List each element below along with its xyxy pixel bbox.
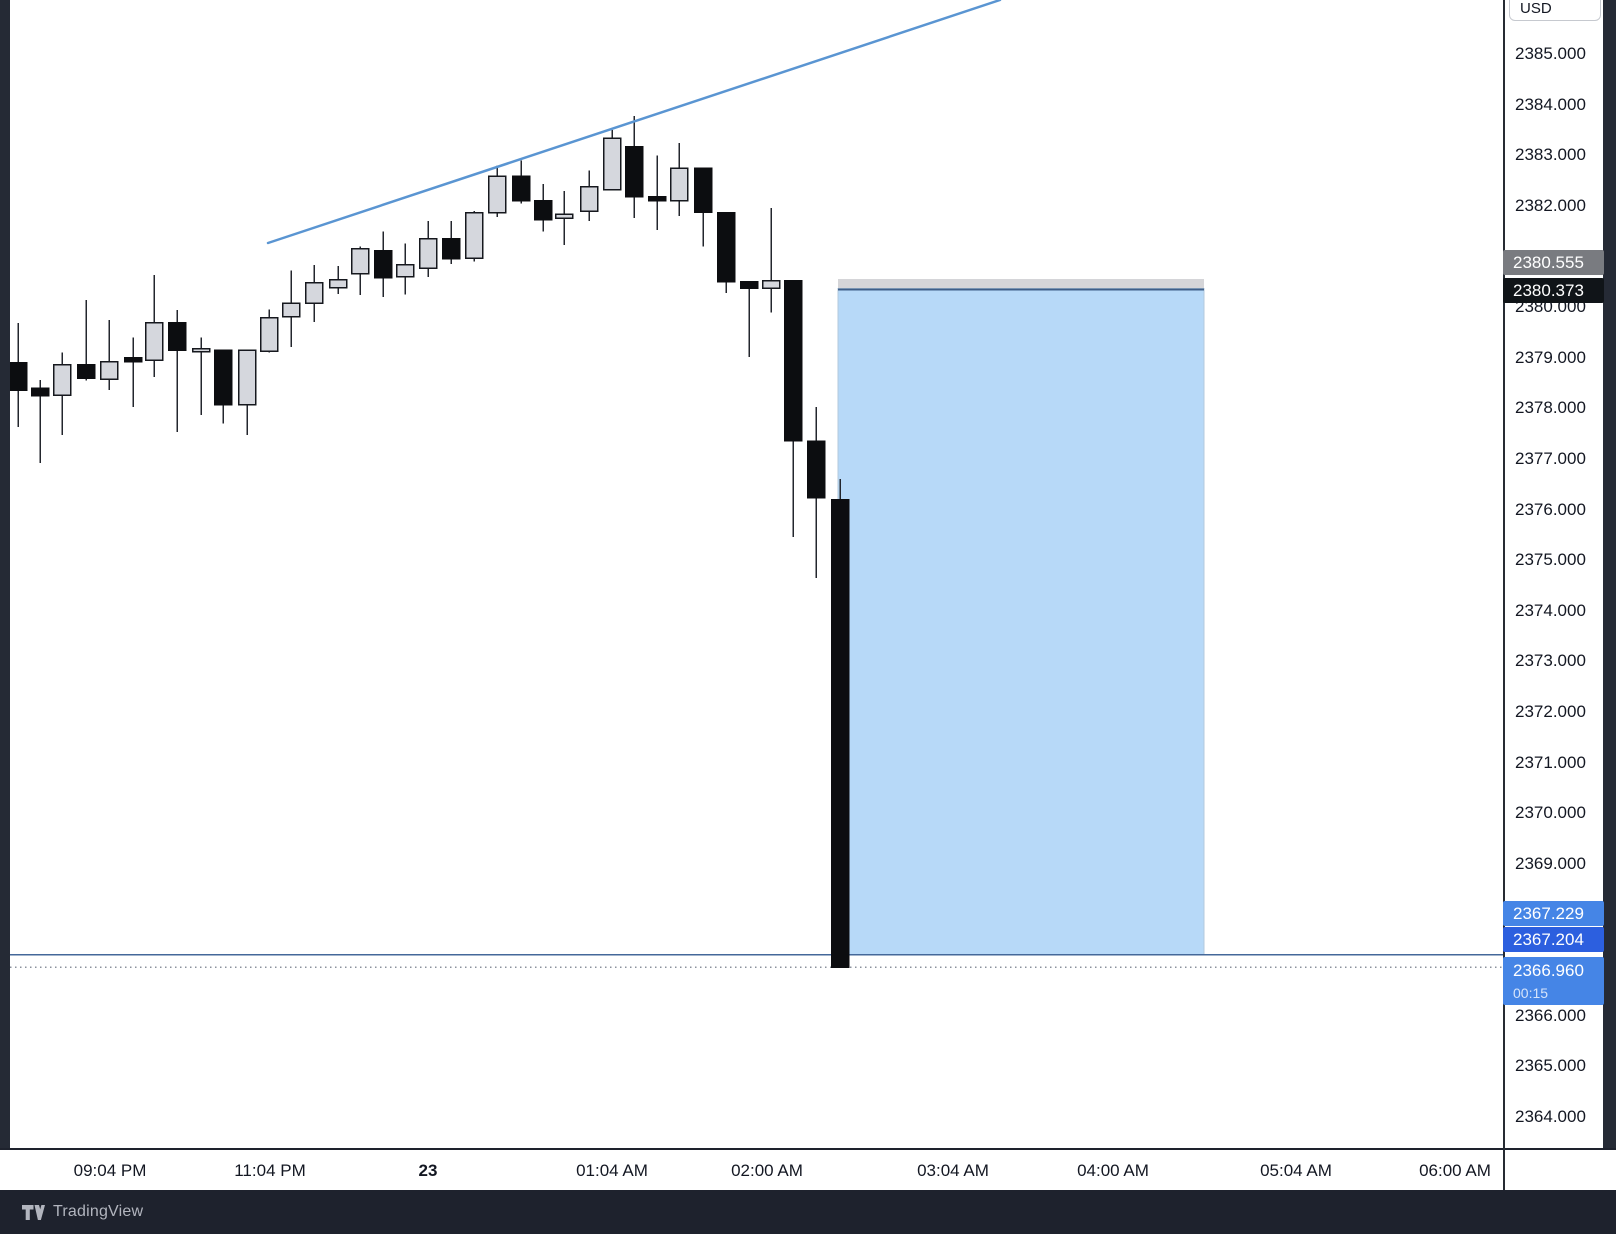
trendline[interactable] bbox=[266, 0, 1002, 245]
time-tick-label: 04:00 AM bbox=[1077, 1161, 1149, 1180]
price-tick-label: 2374.000 bbox=[1515, 600, 1586, 620]
candle-down bbox=[373, 249, 393, 279]
bar-countdown: 00:15 bbox=[1513, 985, 1549, 1001]
candle-down bbox=[533, 200, 553, 221]
price-tick-label: 2372.000 bbox=[1515, 702, 1586, 721]
candle-up bbox=[554, 213, 574, 219]
chart-canvas[interactable] bbox=[0, 0, 1503, 1148]
candle-down bbox=[739, 281, 759, 290]
candle-down bbox=[8, 362, 28, 391]
footer-bar: TradingView bbox=[0, 1190, 1616, 1234]
candle-down bbox=[716, 211, 736, 283]
time-tick-label: 06:00 AM bbox=[1419, 1161, 1491, 1180]
zone-entry-label[interactable]: 2380.373 bbox=[1503, 277, 1604, 303]
price-tick-label: 2382.000 bbox=[1515, 196, 1586, 215]
candle-up bbox=[304, 282, 324, 304]
candle-up bbox=[464, 211, 484, 259]
candle-up bbox=[259, 317, 279, 352]
candle-up bbox=[418, 238, 438, 269]
price-tick-label: 2369.000 bbox=[1515, 853, 1586, 873]
price-tick-label: 2370.000 bbox=[1515, 803, 1586, 823]
price-tick-label: 2364.000 bbox=[1515, 1106, 1586, 1126]
target-label-1[interactable]: 2367.229 bbox=[1503, 900, 1604, 926]
candle-up bbox=[602, 137, 622, 191]
candle-down bbox=[830, 499, 850, 968]
candle-up bbox=[237, 349, 257, 406]
price-tick-label: 2373.000 bbox=[1515, 651, 1586, 671]
candle-up bbox=[328, 279, 348, 289]
left-edge-panel bbox=[0, 0, 10, 1190]
axis-border bbox=[1503, 1148, 1505, 1190]
time-tick-label: 02:00 AM bbox=[731, 1161, 803, 1180]
price-tick-label: 2385.000 bbox=[1515, 44, 1586, 64]
currency-usd-button[interactable]: USD bbox=[1509, 0, 1601, 21]
candle-down bbox=[123, 357, 143, 363]
last-price-value: 2366.960 bbox=[1513, 961, 1584, 980]
tradingview-brand[interactable]: TradingView bbox=[53, 1203, 144, 1220]
price-tick-label: 2365.000 bbox=[1515, 1056, 1586, 1076]
tradingview-logo-icon[interactable] bbox=[22, 1204, 45, 1220]
currency-label: USD bbox=[1520, 0, 1552, 17]
gray-zone-band[interactable] bbox=[838, 279, 1204, 289]
candle-down bbox=[624, 146, 644, 198]
time-tick-label: 11:04 PM bbox=[234, 1161, 306, 1180]
candle-down bbox=[647, 196, 667, 202]
zone-high-label[interactable]: 2380.555 bbox=[1503, 249, 1604, 275]
candle-down bbox=[76, 364, 96, 379]
candle-up bbox=[669, 167, 689, 202]
time-tick-label: 03:04 AM bbox=[917, 1161, 989, 1180]
candle-up bbox=[99, 361, 119, 380]
candle-down bbox=[511, 175, 531, 202]
last-price-label[interactable]: 2366.960 00:15 bbox=[1503, 957, 1604, 1005]
price-tick-label: 2384.000 bbox=[1515, 94, 1586, 114]
time-tick-label: 05:04 AM bbox=[1260, 1161, 1332, 1180]
price-tick-label: 2376.000 bbox=[1515, 499, 1586, 519]
candle-up bbox=[52, 364, 72, 396]
candle-up bbox=[350, 247, 370, 275]
candle-up bbox=[281, 302, 301, 318]
candle-up bbox=[144, 322, 164, 362]
right-edge-panel bbox=[1603, 0, 1616, 1190]
price-tick-label: 2383.000 bbox=[1515, 145, 1586, 165]
target-label-2[interactable]: 2367.204 bbox=[1503, 926, 1604, 952]
candle-down bbox=[167, 322, 187, 351]
candle-down bbox=[783, 280, 803, 442]
candle-up bbox=[761, 280, 781, 290]
price-axis[interactable]: USD 2385.000 2384.000 2383.000 2382.000 2380… bbox=[1503, 0, 1604, 1190]
price-tick-label: 2379.000 bbox=[1515, 347, 1586, 367]
time-tick-label: 23 bbox=[418, 1161, 438, 1180]
time-tick-label: 01:04 AM bbox=[576, 1161, 648, 1180]
projection-box[interactable] bbox=[837, 287, 1205, 956]
price-tick-label: 2378.000 bbox=[1515, 398, 1586, 418]
price-tick-label: 2371.000 bbox=[1515, 752, 1586, 772]
candle-down bbox=[30, 387, 50, 397]
candle-down bbox=[213, 349, 233, 406]
time-tick-label: 09:04 PM bbox=[73, 1161, 147, 1180]
candle-down bbox=[806, 440, 826, 499]
candle-up bbox=[191, 347, 211, 353]
price-tick-label: 2366.000 bbox=[1515, 1005, 1586, 1025]
candle-up bbox=[579, 186, 599, 212]
candle-down bbox=[441, 238, 461, 260]
candle-down bbox=[693, 167, 713, 213]
price-tick-label: 2375.000 bbox=[1515, 550, 1586, 570]
candle-up bbox=[487, 175, 507, 214]
candle-up bbox=[395, 263, 415, 278]
price-tick-label: 2377.000 bbox=[1515, 449, 1586, 468]
time-axis[interactable]: 09:04 PM 11:04 PM 23 01:04 AM 02:00 AM 03:04 … bbox=[0, 1148, 1616, 1190]
